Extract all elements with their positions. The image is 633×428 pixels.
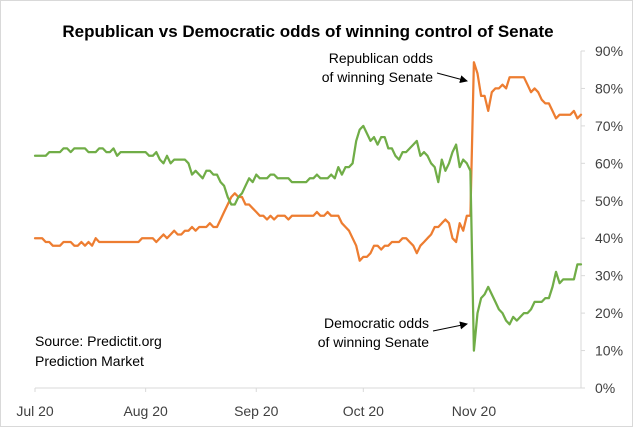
chart-title: Republican vs Democratic odds of winning… (62, 22, 553, 41)
annotations: Republican odds of winning Senate Democrat… (318, 50, 468, 350)
democratic-odds-line (33, 124, 583, 352)
x-tick-label: Nov 20 (452, 403, 497, 419)
x-tick-label: Jul 20 (16, 403, 54, 419)
republican-annotation-text: Republican odds (329, 50, 433, 66)
y-tick-label: 30% (595, 268, 623, 284)
y-tick-label: 50% (595, 193, 623, 209)
republican-odds-line (33, 61, 583, 262)
source-note-line-2: Prediction Market (35, 353, 144, 369)
y-tick-label: 80% (595, 80, 623, 96)
y-tick-label: 10% (595, 343, 623, 359)
democratic-annotation-text: of winning Senate (318, 334, 430, 350)
y-tick-label: 60% (595, 155, 623, 171)
source-note-line-1: Source: Predictit.org (35, 333, 162, 349)
republican-annotation-arrow (436, 72, 468, 84)
x-tick-label: Sep 20 (234, 403, 279, 419)
y-tick-label: 40% (595, 230, 623, 246)
y-tick-label: 90% (595, 43, 623, 59)
republican-annotation-text: of winning Senate (322, 69, 434, 85)
y-tick-label: 0% (595, 380, 615, 396)
series-layer (33, 61, 583, 352)
x-tick-label: Oct 20 (343, 403, 384, 419)
democratic-annotation-text: Democratic odds (324, 315, 429, 331)
y-tick-label: 70% (595, 118, 623, 134)
democratic-annotation-arrow (432, 321, 468, 332)
axes: 0% 10% 20% 30% 40% 50% 60% 70% 80% 90% Jul 20 Aug 2… (16, 43, 623, 419)
x-tick-label: Aug 20 (123, 403, 168, 419)
y-tick-label: 20% (595, 305, 623, 321)
